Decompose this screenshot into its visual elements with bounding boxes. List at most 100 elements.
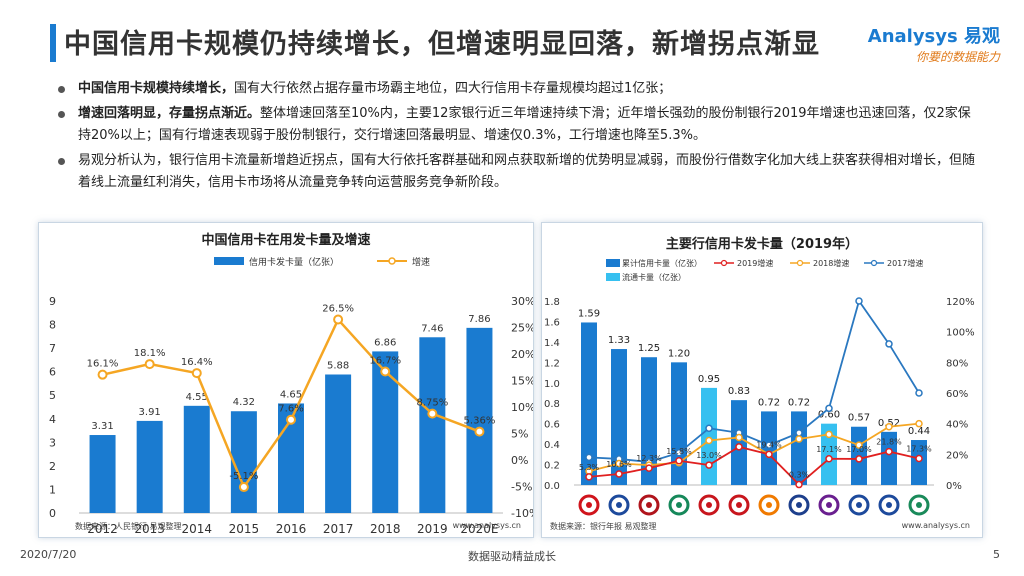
y-left-tick-label: 8 <box>49 319 56 332</box>
growth-2019-value-label: 17.1% <box>816 445 842 454</box>
bar-value-label: 3.31 <box>91 421 113 432</box>
bar-value-label: 5.88 <box>327 360 349 371</box>
bar <box>881 431 897 485</box>
growth-2019-value-label: 13.0% <box>696 451 722 460</box>
growth-2019-point <box>795 480 803 489</box>
growth-value-label: 18.1% <box>134 348 166 359</box>
growth-value-label: 8.75% <box>416 398 448 409</box>
y-left-tick-label: 3 <box>49 436 56 449</box>
bar <box>641 357 657 485</box>
y-right-tick-label: 100% <box>946 328 975 339</box>
y-right-tick-label: 15% <box>511 375 533 388</box>
bar-value-label: 3.91 <box>139 407 161 418</box>
growth-2017-point <box>795 429 803 437</box>
y-left-tick-label: 4 <box>49 413 56 426</box>
y-left-tick-label: 1.0 <box>544 379 560 390</box>
growth-point <box>191 368 202 379</box>
right-chart-website: www.analysys.cn <box>901 521 970 530</box>
growth-2019-point <box>705 461 713 469</box>
y-right-tick-label: 80% <box>946 358 968 369</box>
legend-line-marker <box>720 259 728 267</box>
growth-2017-point <box>585 453 593 462</box>
growth-2018-point <box>855 441 863 449</box>
legend-line-marker <box>870 259 878 267</box>
y-right-tick-label: -10% <box>511 507 533 520</box>
logo-slogan: 你要的数据能力 <box>915 50 1000 64</box>
growth-2019-point <box>885 447 893 456</box>
bullet-dot-icon <box>58 158 65 165</box>
y-right-tick-label: 20% <box>511 348 533 361</box>
growth-point <box>474 426 485 437</box>
bar-value-label: 1.25 <box>638 343 660 354</box>
y-left-tick-label: 1 <box>49 483 56 496</box>
y-right-tick-label: 0% <box>946 481 962 492</box>
growth-2019-point <box>855 455 863 463</box>
growth-value-label: 16.4% <box>181 357 213 368</box>
bar-value-label: 0.83 <box>728 386 750 397</box>
right-chart-title: 主要行信用卡发卡量（2019年） <box>665 237 859 252</box>
left-chart-panel: 中国信用卡在用发卡量及增速 信用卡发卡量（亿张） 增速 0 1 2 3 4 5 6 7 8 9 -10%… <box>38 222 534 538</box>
y-right-tick-label: -5% <box>511 481 532 494</box>
left-chart-website: www.analysys.cn <box>452 521 521 530</box>
bar-value-label: 0.95 <box>698 374 720 385</box>
bar-value-label: 0.72 <box>788 397 810 408</box>
y-left-tick-label: 1.4 <box>544 338 560 349</box>
growth-2019-point <box>585 473 593 481</box>
x-tick-label: 2020E <box>460 522 498 536</box>
bar-value-label: 4.32 <box>233 397 255 408</box>
bar-value-label: 7.86 <box>468 314 490 325</box>
x-tick-label: 2017 <box>323 522 354 536</box>
bar <box>136 420 163 513</box>
legend-label: 2018增速 <box>813 258 849 268</box>
legend-label: 2019增速 <box>737 258 773 268</box>
legend-label: 2017增速 <box>887 258 923 268</box>
legend-bar-swatch <box>214 257 244 265</box>
y-right-tick-label: 0% <box>511 454 528 467</box>
y-left-tick-label: 6 <box>49 366 56 379</box>
x-tick-label: 2015 <box>229 522 260 536</box>
y-left-tick-label: 9 <box>49 295 56 308</box>
growth-point <box>380 366 391 377</box>
left-chart-title: 中国信用卡在用发卡量及增速 <box>201 233 371 248</box>
growth-value-label: 7.6% <box>278 404 303 415</box>
growth-2017-point <box>885 340 893 348</box>
growth-value-label: 5.36% <box>464 416 496 427</box>
y-right-tick-label: 20% <box>946 450 968 461</box>
growth-value-label: -5.1% <box>229 471 258 482</box>
growth-point <box>286 414 296 425</box>
brand-logo: Analysys 易观 你要的数据能力 <box>868 22 1000 65</box>
legend-line-marker <box>388 257 396 265</box>
x-tick-label: 2016 <box>276 522 307 536</box>
y-right-tick-label: 30% <box>511 295 533 308</box>
bullet-item: 易观分析认为，银行信用卡流量新增趋近拐点，国有大行依托客群基础和网点获取新增的优… <box>56 150 976 194</box>
boc-logo-icon <box>646 502 652 508</box>
growth-2018-point <box>615 459 623 468</box>
spdb-logo-icon <box>886 502 892 508</box>
x-tick-label: 2018 <box>370 522 401 536</box>
growth-point <box>238 482 249 493</box>
bocom-logo-icon <box>796 502 802 508</box>
left-chart-source: 数据来源：人民银行 易观整理 <box>75 522 182 531</box>
growth-2019-line <box>588 445 920 486</box>
growth-2017-point <box>825 404 833 413</box>
growth-2019-value-label: 0.3% <box>789 471 810 480</box>
pab-logo-icon <box>766 502 772 508</box>
legend-bar-swatch <box>606 273 620 281</box>
growth-2017-point <box>765 441 773 449</box>
growth-2019-point <box>675 457 683 465</box>
y-left-tick-label: 1.6 <box>544 317 560 328</box>
page-number: 5 <box>993 548 1000 561</box>
cmbc-logo-icon <box>916 502 922 508</box>
bullet-item: 增速回落明显，存量拐点渐近。整体增速回落至10%内，主要12家银行近三年增速持续… <box>56 103 976 147</box>
bar <box>183 405 210 513</box>
bar-value-label: 0.60 <box>818 410 840 421</box>
y-left-tick-label: 0.8 <box>544 399 560 410</box>
y-left-tick-label: 7 <box>49 342 56 355</box>
bullet-text: 易观分析认为，银行信用卡流量新增趋近拐点，国有大行依托客群基础和网点获取新增的优… <box>78 153 976 190</box>
growth-2019-point <box>615 470 623 478</box>
bar <box>89 435 116 513</box>
x-tick-label: 2014 <box>182 522 213 536</box>
y-right-tick-label: 60% <box>946 389 968 400</box>
bar <box>701 387 717 485</box>
